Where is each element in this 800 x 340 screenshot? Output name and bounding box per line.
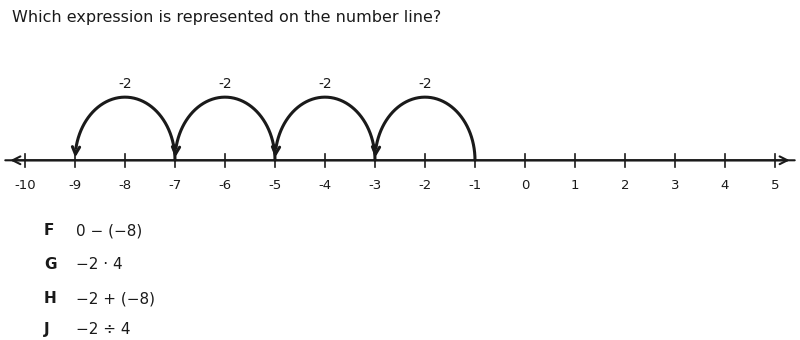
Text: -1: -1 [468, 179, 482, 192]
Text: 4: 4 [721, 179, 729, 192]
Text: −2 + (−8): −2 + (−8) [76, 291, 155, 306]
Text: J: J [44, 322, 50, 337]
Text: G: G [44, 257, 57, 272]
Text: -2: -2 [318, 77, 332, 91]
Text: 1: 1 [570, 179, 579, 192]
Text: 0 − (−8): 0 − (−8) [76, 223, 142, 238]
Text: -7: -7 [168, 179, 182, 192]
Text: -10: -10 [14, 179, 36, 192]
Text: -2: -2 [118, 77, 132, 91]
Text: 3: 3 [670, 179, 679, 192]
Text: -4: -4 [318, 179, 331, 192]
Text: Which expression is represented on the number line?: Which expression is represented on the n… [12, 10, 442, 25]
Text: -2: -2 [418, 179, 432, 192]
Text: H: H [44, 291, 57, 306]
Text: -6: -6 [218, 179, 231, 192]
Text: -2: -2 [218, 77, 232, 91]
Text: −2 ÷ 4: −2 ÷ 4 [76, 322, 130, 337]
Text: -8: -8 [118, 179, 131, 192]
Text: F: F [44, 223, 54, 238]
Text: 0: 0 [521, 179, 529, 192]
Text: -5: -5 [268, 179, 282, 192]
Text: -3: -3 [368, 179, 382, 192]
Text: -9: -9 [69, 179, 82, 192]
Text: −2 · 4: −2 · 4 [76, 257, 122, 272]
Text: 5: 5 [770, 179, 779, 192]
Text: -2: -2 [418, 77, 432, 91]
Text: 2: 2 [621, 179, 630, 192]
